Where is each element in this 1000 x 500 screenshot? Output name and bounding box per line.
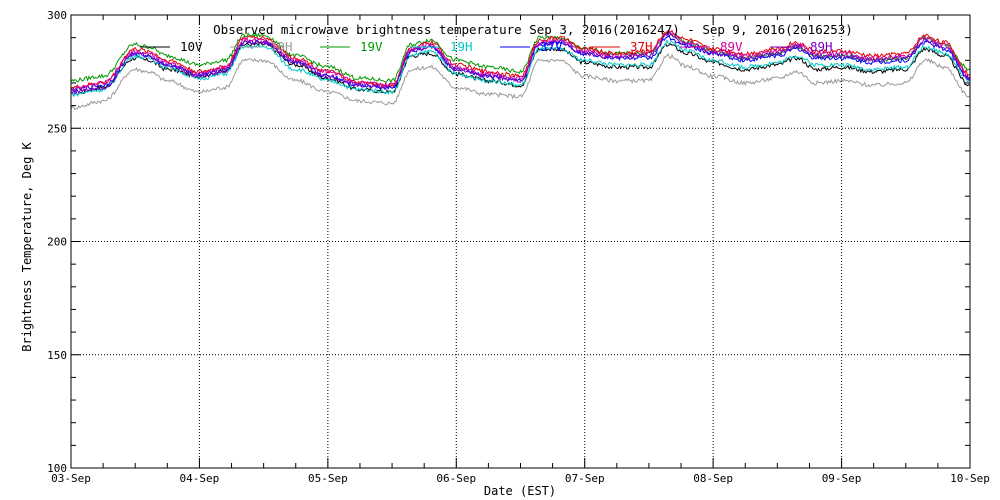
y-axis-title: Brightness Temperature, Deg K	[20, 141, 34, 351]
y-tick-label: 150	[47, 349, 67, 362]
series-line-19h	[70, 39, 971, 98]
x-axis-title: Date (EST)	[484, 484, 556, 498]
legend-label-37v: 37V	[540, 39, 563, 54]
x-tick-label: 03-Sep	[51, 472, 91, 485]
x-tick-label: 07-Sep	[565, 472, 605, 485]
y-tick-label: 250	[47, 122, 67, 135]
legend-label-19v: 19V	[360, 39, 383, 54]
series-lines	[70, 29, 971, 111]
y-tick-label: 300	[47, 9, 67, 22]
axis-ticks: 100 150 200 250 300 03-Sep 04-Sep 05-Sep 06-Sep 0…	[47, 9, 990, 485]
x-tick-label: 08-Sep	[693, 472, 733, 485]
x-tick-label: 06-Sep	[436, 472, 476, 485]
legend: 10V 10H 19V 19H 37V 37H 89V 89H	[140, 39, 833, 54]
x-tick-label: 04-Sep	[180, 472, 220, 485]
series-line-89h	[70, 32, 971, 95]
series-line-89v	[70, 30, 970, 93]
legend-label-89h: 89H	[810, 39, 833, 54]
y-tick-label: 100	[47, 462, 67, 475]
series-line-10v	[70, 42, 971, 97]
x-tick-label: 05-Sep	[308, 472, 348, 485]
x-tick-label: 10-Sep	[950, 472, 990, 485]
y-tick-label: 200	[47, 236, 67, 249]
chart-title: Observed microwave brightness temperatur…	[213, 22, 853, 37]
legend-label-37h: 37H	[630, 39, 653, 54]
legend-label-19h: 19H	[450, 39, 473, 54]
series-line-10h	[70, 53, 971, 111]
series-line-37h	[70, 29, 971, 90]
series-line-37v	[70, 35, 971, 93]
legend-label-10v: 10V	[180, 39, 203, 54]
x-tick-label: 09-Sep	[822, 472, 862, 485]
legend-label-89v: 89V	[720, 39, 743, 54]
legend-label-10h: 10H	[270, 39, 293, 54]
